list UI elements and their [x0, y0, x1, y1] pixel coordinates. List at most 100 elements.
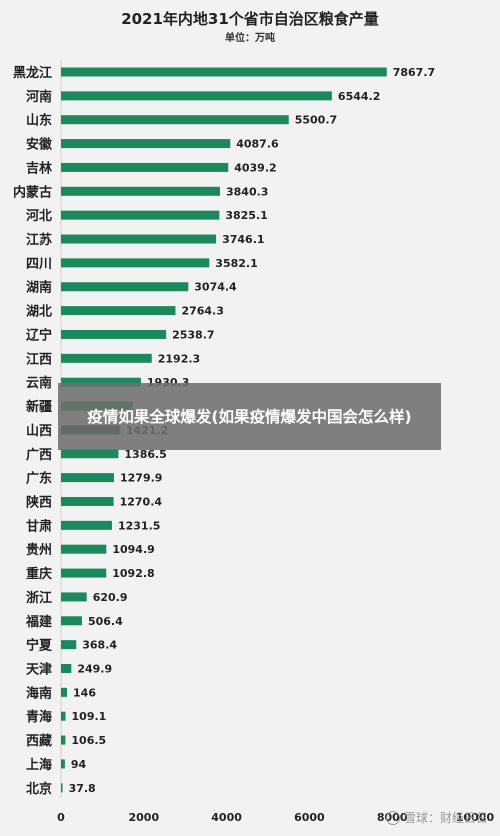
- data-label: 1231.5: [118, 519, 160, 532]
- bar: [61, 711, 66, 721]
- chart-title: 2021年内地31个省市自治区粮食产量: [121, 10, 379, 28]
- bar: [61, 520, 112, 530]
- category-label: 上海: [26, 757, 52, 773]
- category-label: 浙江: [26, 590, 52, 606]
- data-label: 146: [73, 686, 96, 699]
- category-label: 陕西: [26, 494, 52, 510]
- category-label: 天津: [26, 662, 52, 678]
- data-label: 1092.8: [112, 567, 154, 580]
- bar: [61, 664, 72, 673]
- data-label: 109.1: [72, 710, 107, 723]
- bar: [61, 186, 220, 196]
- data-label: 106.5: [71, 734, 106, 747]
- data-label: 94: [71, 758, 87, 771]
- bar: [61, 234, 217, 244]
- data-label: 1279.9: [120, 472, 162, 485]
- data-label: 6544.2: [338, 90, 380, 103]
- data-label: 2538.7: [172, 328, 214, 341]
- x-tick-label: 4000: [211, 811, 242, 824]
- category-label: 贵州: [26, 542, 52, 558]
- category-label: 广西: [26, 447, 52, 463]
- bar: [61, 258, 210, 268]
- category-label: 新疆: [26, 399, 52, 415]
- bar: [61, 353, 152, 363]
- x-tick-label: 6000: [294, 811, 325, 824]
- category-label: 青海: [26, 709, 52, 725]
- watermark-text: 雪球：财经日日: [403, 811, 488, 825]
- bar: [61, 735, 66, 745]
- category-label: 河北: [26, 208, 52, 224]
- category-label: 江西: [26, 351, 52, 367]
- bar: [61, 616, 82, 626]
- data-label: 5500.7: [295, 114, 337, 127]
- data-label: 3582.1: [215, 257, 257, 270]
- bar: [61, 759, 65, 769]
- bar: [61, 496, 114, 506]
- data-label: 3746.1: [222, 233, 264, 246]
- chart-subtitle: 单位：万吨: [225, 33, 275, 44]
- bar: [61, 67, 387, 77]
- x-tick-label: 2000: [128, 811, 159, 824]
- category-label: 云南: [26, 375, 52, 391]
- data-label: 4039.2: [234, 161, 276, 174]
- category-label: 山西: [26, 423, 52, 439]
- bar: [61, 592, 87, 602]
- data-label: 37.8: [69, 782, 96, 795]
- bar: [61, 210, 220, 220]
- category-label: 山东: [26, 113, 52, 129]
- bar: [61, 377, 141, 387]
- data-label: 1094.9: [112, 543, 154, 556]
- category-label: 四川: [26, 257, 52, 272]
- data-label: 3840.3: [226, 185, 268, 198]
- category-label: 海南: [26, 685, 52, 701]
- bar: [61, 115, 289, 125]
- category-label: 江苏: [26, 232, 52, 248]
- category-label: 辽宁: [26, 327, 52, 343]
- data-label: 368.4: [82, 639, 117, 652]
- bar: [61, 473, 114, 483]
- bar: [61, 544, 107, 554]
- category-label: 福建: [25, 614, 52, 630]
- data-label: 3074.4: [194, 281, 237, 294]
- category-label: 吉林: [26, 160, 52, 176]
- data-label: 1386.5: [124, 448, 166, 461]
- snowball-logo-icon: [385, 810, 400, 825]
- data-label: 1270.4: [120, 495, 163, 508]
- bar: [61, 568, 107, 578]
- data-label: 4087.6: [236, 138, 279, 151]
- watermark: 雪球：财经日日: [385, 809, 488, 826]
- category-label: 黑龙江: [13, 65, 52, 81]
- category-label: 安徽: [26, 137, 53, 153]
- article-title-overlay[interactable]: 疫情如果全球爆发(如果疫情爆发中国会怎么样): [58, 383, 441, 450]
- category-label: 湖南: [26, 280, 52, 296]
- bar: [61, 329, 167, 339]
- category-label: 重庆: [26, 566, 52, 582]
- x-tick-label: 0: [57, 811, 65, 824]
- data-label: 2764.3: [181, 305, 223, 318]
- data-label: 506.4: [88, 615, 123, 628]
- bar: [61, 91, 332, 101]
- bar: [61, 449, 119, 459]
- data-label: 2192.3: [158, 352, 200, 365]
- category-label: 河南: [26, 89, 52, 105]
- category-label: 宁夏: [26, 638, 53, 654]
- bar: [61, 139, 231, 149]
- category-label: 内蒙古: [13, 184, 52, 200]
- data-label: 7867.7: [393, 66, 435, 79]
- category-label: 西藏: [26, 733, 52, 749]
- category-label: 甘肃: [26, 518, 52, 534]
- category-label: 北京: [26, 781, 52, 797]
- bar: [61, 162, 229, 172]
- bar: [61, 687, 68, 697]
- bar: [61, 640, 77, 650]
- data-label: 620.9: [93, 591, 128, 604]
- bar: [61, 282, 189, 292]
- category-label: 广东: [26, 471, 52, 487]
- bar: [61, 306, 176, 316]
- data-label: 3825.1: [225, 209, 267, 222]
- x-tick-label: 10000: [456, 811, 495, 824]
- data-label: 249.9: [77, 663, 112, 676]
- bar: [61, 783, 63, 793]
- category-label: 湖北: [26, 305, 52, 320]
